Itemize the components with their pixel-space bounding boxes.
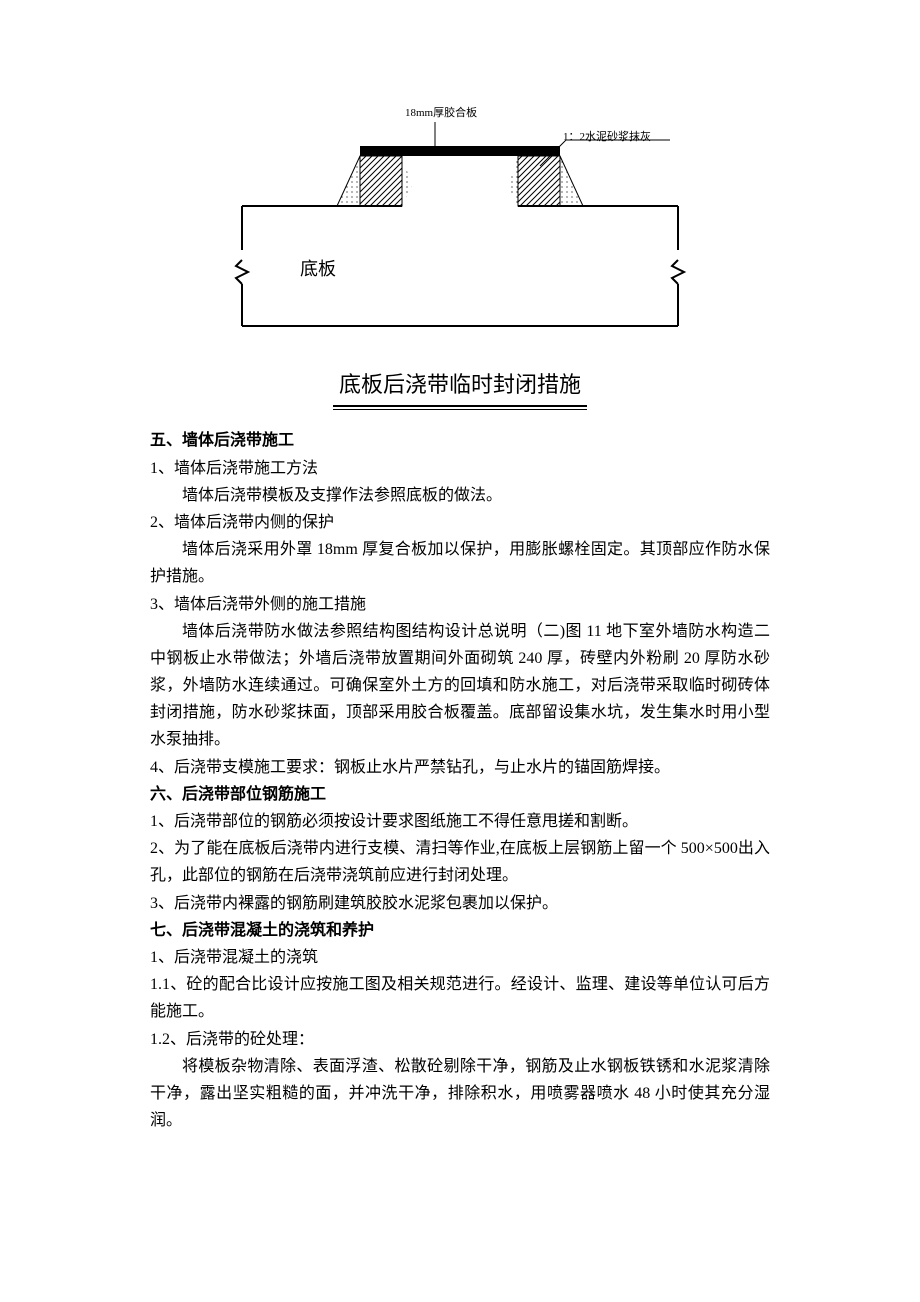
section-title: 六、后浇带部位钢筋施工	[150, 781, 770, 808]
body-text: 五、墙体后浇带施工1、墙体后浇带施工方法墙体后浇带模板及支撑作法参照底板的做法。…	[150, 427, 770, 1134]
section-title: 五、墙体后浇带施工	[150, 427, 770, 454]
paragraph: 墙体后浇采用外罩 18mm 厚复合板加以保护，用膨胀螺栓固定。其顶部应作防水保护…	[150, 536, 770, 590]
paragraph: 将模板杂物清除、表面浮渣、松散砼剔除干净，钢筋及止水钢板铁锈和水泥浆清除干净，露…	[150, 1053, 770, 1135]
paragraph: 墙体后浇带模板及支撑作法参照底板的做法。	[150, 482, 770, 509]
section-title: 七、后浇带混凝土的浇筑和养护	[150, 917, 770, 944]
diagram-label-right: 1：2水泥砂浆抹灰	[563, 129, 651, 143]
list-item: 1、后浇带混凝土的浇筑	[150, 944, 770, 971]
list-item: 2、为了能在底板后浇带内进行支模、清扫等作业,在底板上层钢筋上留一个 500×5…	[150, 835, 770, 889]
diagram-label-left: 底板	[300, 259, 336, 279]
diagram-container: 18mm厚胶合板 1：2水泥砂浆抹灰	[150, 100, 770, 407]
list-item: 4、后浇带支模施工要求：钢板止水片严禁钻孔，与止水片的锚固筋焊接。	[150, 754, 770, 781]
diagram-caption: 底板后浇带临时封闭措施	[333, 366, 587, 407]
list-item: 1、后浇带部位的钢筋必须按设计要求图纸施工不得任意甩搓和割断。	[150, 808, 770, 835]
list-item: 1.2、后浇带的砼处理：	[150, 1026, 770, 1053]
list-item: 3、后浇带内裸露的钢筋刷建筑胶胶水泥浆包裹加以保护。	[150, 890, 770, 917]
list-item: 3、墙体后浇带外侧的施工措施	[150, 591, 770, 618]
diagram-svg: 18mm厚胶合板 1：2水泥砂浆抹灰	[230, 100, 690, 360]
paragraph: 墙体后浇带防水做法参照结构图结构设计总说明（二)图 11 地下室外墙防水构造二中…	[150, 618, 770, 754]
list-item: 2、墙体后浇带内侧的保护	[150, 509, 770, 536]
list-item: 1、墙体后浇带施工方法	[150, 455, 770, 482]
diagram-label-top: 18mm厚胶合板	[405, 105, 477, 119]
list-item: 1.1、砼的配合比设计应按施工图及相关规范进行。经设计、监理、建设等单位认可后方…	[150, 971, 770, 1025]
document-page: 18mm厚胶合板 1：2水泥砂浆抹灰	[0, 0, 920, 1194]
